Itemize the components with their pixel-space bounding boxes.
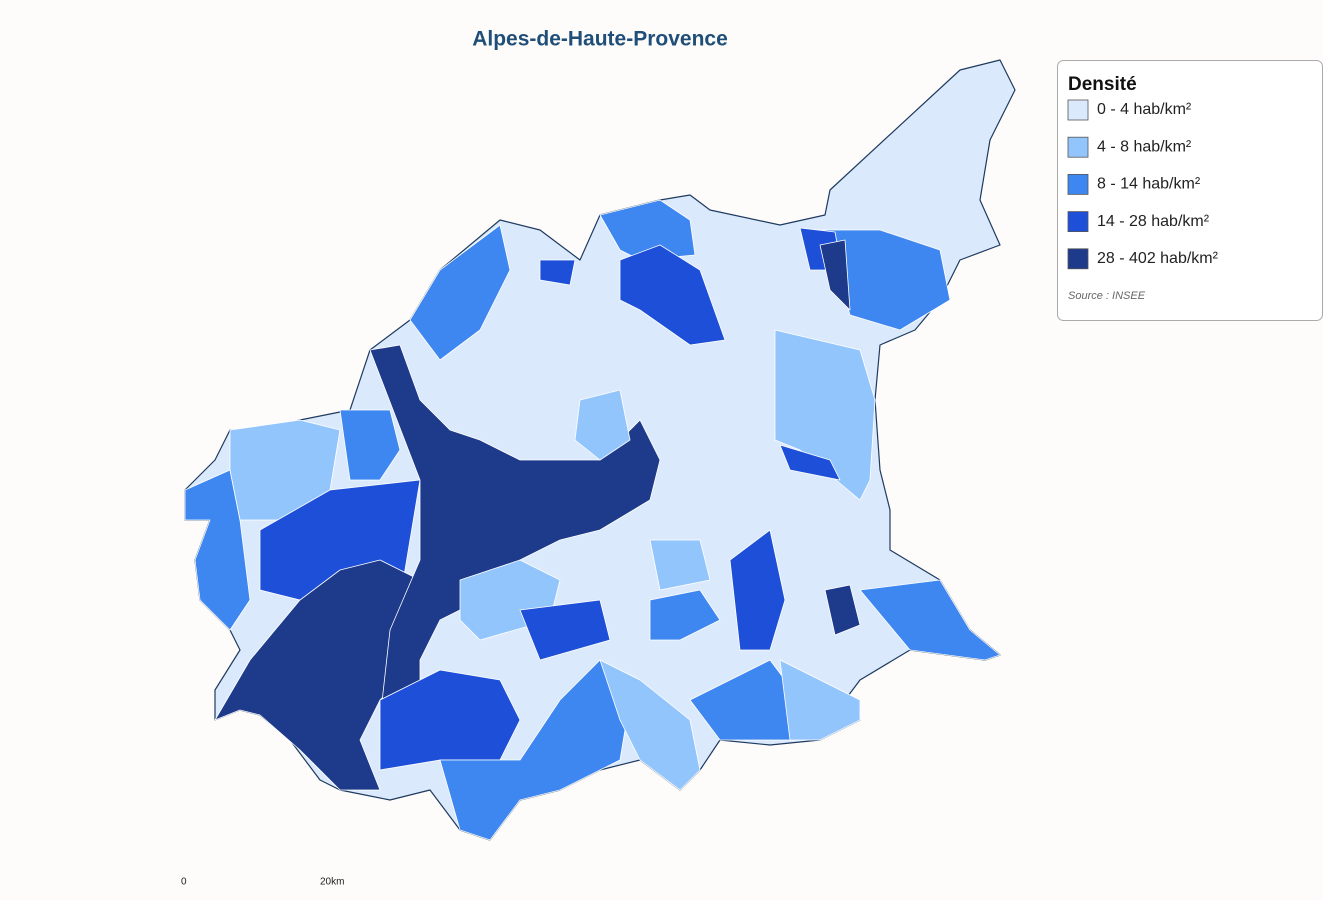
- commune-area: [439, 659, 631, 841]
- legend-swatch: [1067, 248, 1089, 270]
- commune-area: [779, 444, 841, 481]
- legend-swatch: [1067, 99, 1089, 121]
- commune-area: [729, 529, 786, 651]
- scale-end: 20km: [320, 877, 344, 888]
- legend-swatch: [1067, 211, 1089, 233]
- commune-area: [859, 579, 1001, 661]
- commune-area: [409, 224, 511, 361]
- commune-area: [649, 589, 721, 641]
- commune-area: [574, 389, 631, 461]
- legend-label: 8 - 14 hab/km²: [1097, 176, 1201, 193]
- legend-title: Densité: [1068, 74, 1137, 95]
- commune-area: [599, 199, 696, 261]
- legend-label: 28 - 402 hab/km²: [1097, 250, 1219, 267]
- legend-label: 0 - 4 hab/km²: [1097, 101, 1192, 118]
- legend-swatch: [1067, 173, 1089, 195]
- regions: [184, 59, 1016, 841]
- commune-area: [649, 539, 711, 591]
- commune-area: [339, 409, 401, 481]
- legend-items: 0 - 4 hab/km² 4 - 8 hab/km² 8 - 14 hab/km²…: [1067, 99, 1219, 270]
- commune-area: [599, 659, 701, 791]
- scale-start: 0: [181, 877, 187, 888]
- commune-area: [779, 659, 861, 741]
- legend-label: 4 - 8 hab/km²: [1097, 138, 1192, 155]
- commune-area: [819, 239, 851, 311]
- commune-area: [619, 244, 726, 346]
- commune-area: [379, 669, 521, 771]
- map-title: Alpes-de-Haute-Provence: [472, 28, 728, 51]
- commune-area: [774, 329, 876, 501]
- commune-area: [369, 344, 661, 721]
- legend-source: Source : INSEE: [1068, 290, 1146, 302]
- commune-area: [824, 584, 861, 636]
- legend-swatch: [1067, 136, 1089, 158]
- commune-area: [539, 259, 576, 286]
- commune-area: [519, 599, 611, 661]
- legend-label: 14 - 28 hab/km²: [1097, 213, 1210, 230]
